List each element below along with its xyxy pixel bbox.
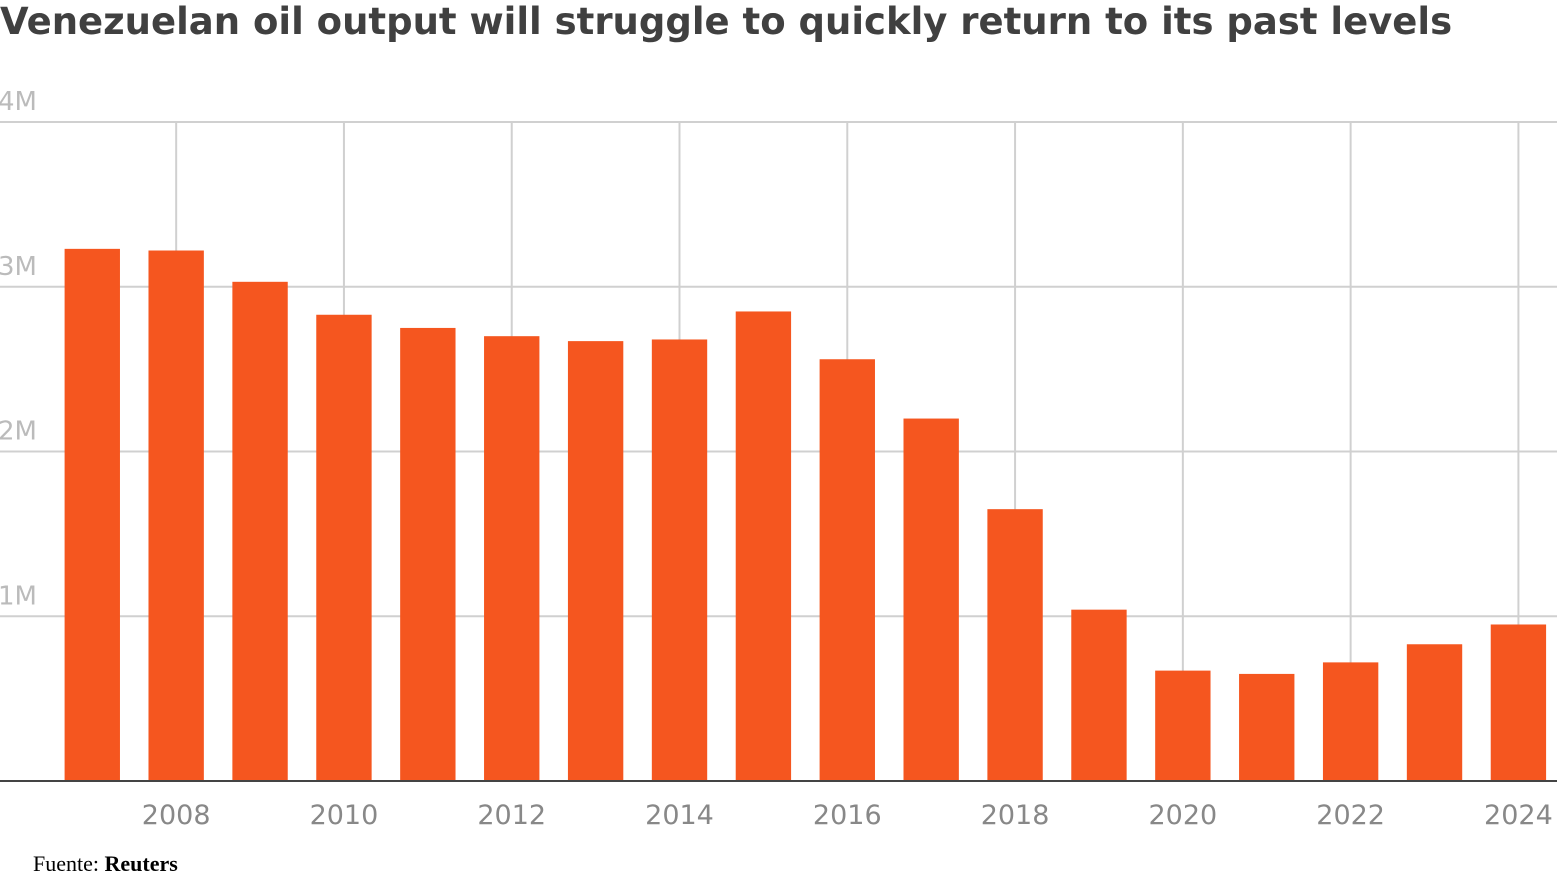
bar [1490,624,1547,781]
y-tick-label: 1M [0,581,37,611]
x-tick-label: 2022 [1316,800,1385,831]
x-tick-label: 2014 [645,800,714,831]
y-tick-label: 2M [0,417,37,447]
bar [64,248,120,782]
bar [316,314,372,781]
x-tick-label: 2012 [477,800,546,831]
x-tick-label: 2008 [142,800,211,831]
x-tick-label: 2020 [1148,800,1217,831]
bar [735,311,792,781]
x-tick-label: 2024 [1484,800,1553,831]
bar [903,418,959,781]
bar [1071,609,1127,781]
bar [567,341,624,781]
chart-title: Venezuelan oil output will struggle to q… [0,0,1452,43]
bar [1406,644,1463,781]
bar [484,336,540,781]
bar [400,327,456,781]
y-tick-label: 3M [0,252,37,282]
source: Fuente: Reuters [33,851,178,876]
x-tick-label: 2010 [310,800,379,831]
bar [819,359,875,781]
bar [1322,662,1379,781]
x-tick-label: 2016 [813,800,882,831]
y-tick-label: 4M [0,87,37,117]
source-name: Reuters [105,851,179,876]
bar [651,339,708,781]
x-tick-label: 2018 [981,800,1050,831]
bar [1239,673,1295,781]
bar [232,281,288,781]
source-label: Fuente: [33,851,99,876]
bar [987,509,1043,781]
bar [1155,670,1211,781]
bar [148,250,204,781]
